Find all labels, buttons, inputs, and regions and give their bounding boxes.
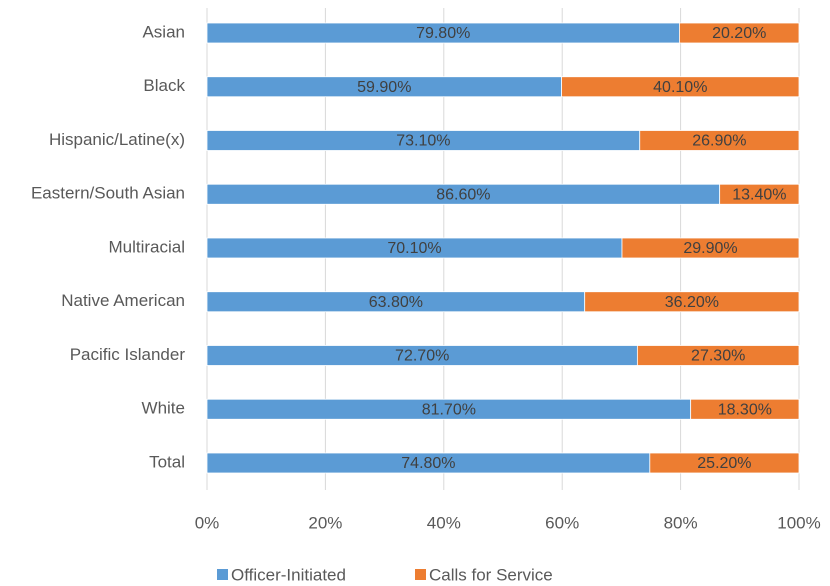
value-label: 79.80% [416,25,470,42]
value-label: 70.10% [387,240,441,257]
bar-segment [561,76,800,98]
x-tick-label: 0% [195,513,220,532]
bar-segment [621,237,800,259]
value-label: 13.40% [732,186,786,203]
bar-segment [719,183,800,205]
x-tick-label: 40% [427,513,461,532]
bar-segment [679,22,800,44]
y-tick-label: Asian [142,22,185,41]
bar-segment [690,398,800,420]
legend-swatch [415,569,426,580]
legend-swatch [217,569,228,580]
y-tick-label: Black [143,76,185,95]
value-label: 26.90% [692,133,746,150]
value-label: 40.10% [653,79,707,96]
bar-segment [649,452,800,474]
value-label: 27.30% [691,348,745,365]
x-tick-label: 20% [308,513,342,532]
value-label: 72.70% [395,348,449,365]
value-label: 59.90% [357,79,411,96]
value-label: 81.70% [422,401,476,418]
x-tick-label: 60% [545,513,579,532]
value-label: 86.60% [436,186,490,203]
value-label: 20.20% [712,25,766,42]
value-label: 36.20% [665,294,719,311]
y-tick-label: White [142,399,185,418]
value-label: 73.10% [396,133,450,150]
bar-segment [584,291,800,313]
value-label: 18.30% [718,401,772,418]
value-label: 74.80% [401,455,455,472]
value-label: 25.20% [697,455,751,472]
y-tick-label: Hispanic/Latine(x) [49,130,185,149]
y-tick-label: Pacific Islander [70,345,186,364]
x-tick-label: 80% [664,513,698,532]
legend-label: Calls for Service [429,565,553,584]
y-tick-label: Multiracial [108,237,185,256]
y-tick-label: Eastern/South Asian [31,184,185,203]
bar-segment [639,130,800,151]
x-tick-label: 100% [777,513,820,532]
legend-label: Officer-Initiated [231,565,346,584]
y-tick-label: Native American [61,291,185,310]
value-label: 29.90% [683,240,737,257]
value-label: 63.80% [369,294,423,311]
y-tick-label: Total [149,452,185,471]
bar-segment [636,345,800,366]
